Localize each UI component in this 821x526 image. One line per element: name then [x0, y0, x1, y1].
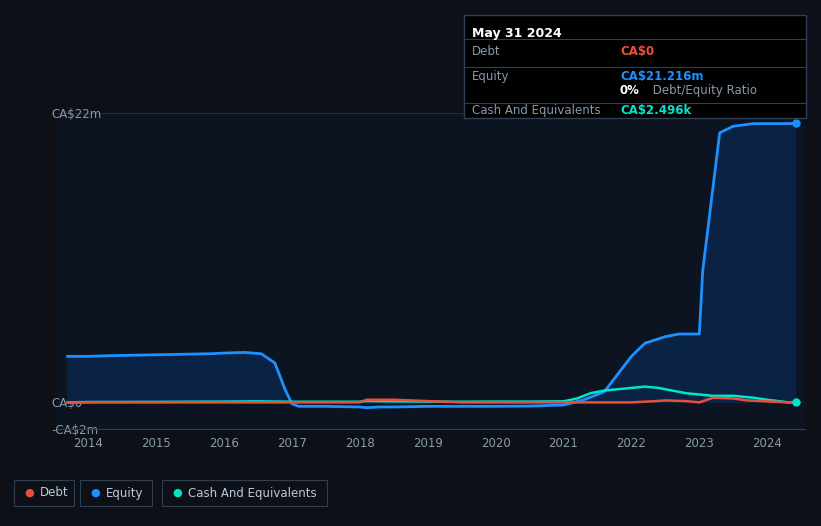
Text: Debt/Equity Ratio: Debt/Equity Ratio: [649, 84, 757, 97]
Text: Equity: Equity: [106, 487, 144, 500]
Text: Cash And Equivalents: Cash And Equivalents: [472, 104, 601, 117]
Text: CA$2.496k: CA$2.496k: [620, 104, 691, 117]
Text: ●: ●: [172, 488, 181, 498]
Text: May 31 2024: May 31 2024: [472, 27, 562, 40]
Text: CA$0: CA$0: [620, 45, 654, 57]
Text: Debt: Debt: [472, 45, 501, 57]
Text: CA$21.216m: CA$21.216m: [620, 70, 704, 83]
Text: Debt: Debt: [40, 487, 69, 500]
Text: ●: ●: [90, 488, 99, 498]
Text: 0%: 0%: [620, 84, 640, 97]
Text: Cash And Equivalents: Cash And Equivalents: [188, 487, 317, 500]
Text: ●: ●: [24, 488, 34, 498]
Text: Equity: Equity: [472, 70, 510, 83]
